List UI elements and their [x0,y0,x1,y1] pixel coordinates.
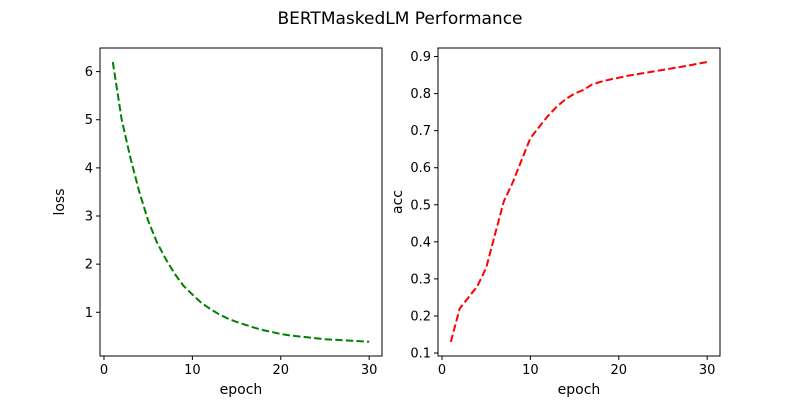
x-tick-label: 30 [361,363,378,378]
subplot-acc: 0 10 20 30 0.1 0.2 0.3 0.4 0.5 0.6 0.7 0.8 0.9 epoch a… [390,47,721,398]
x-tick-label: 10 [184,363,201,378]
y-tick-label: 5 [85,113,93,128]
y-tick-label: 0.6 [410,161,431,176]
y-tick-label: 0.7 [410,124,431,139]
subplot-loss: 0 10 20 30 1 2 3 4 5 6 epoch loss [52,47,383,398]
y-tick-label: 0.5 [410,198,431,213]
x-axis-label-acc: epoch [558,382,601,398]
axes-frame [99,47,383,357]
x-axis-label-loss: epoch [220,382,263,398]
y-tick-label: 0.3 [410,272,431,287]
y-axis-label-acc: acc [390,190,406,214]
x-tick-label: 30 [699,363,716,378]
y-tick-label: 4 [85,161,93,176]
y-tick-label: 0.9 [410,50,431,65]
y-tick-label: 1 [85,306,93,321]
axes-frame [437,47,721,357]
y-tick-label: 0.2 [410,309,431,324]
y-axis-label-loss: loss [52,188,68,215]
x-tick-label: 0 [438,363,446,378]
loss-curve [111,61,370,343]
acc-curve [449,61,708,343]
figure-title: BERTMaskedLM Performance [277,9,523,29]
y-tick-label: 2 [85,258,93,273]
y-tick-label: 3 [85,210,93,225]
x-tick-label: 0 [100,363,108,378]
y-tick-label: 6 [85,65,93,80]
x-tick-label: 20 [273,363,290,378]
y-tick-label: 0.1 [410,347,431,362]
y-tick-label: 0.4 [410,235,431,250]
x-tick-label: 20 [611,363,628,378]
x-tick-label: 10 [522,363,539,378]
y-tick-label: 0.8 [410,87,431,102]
